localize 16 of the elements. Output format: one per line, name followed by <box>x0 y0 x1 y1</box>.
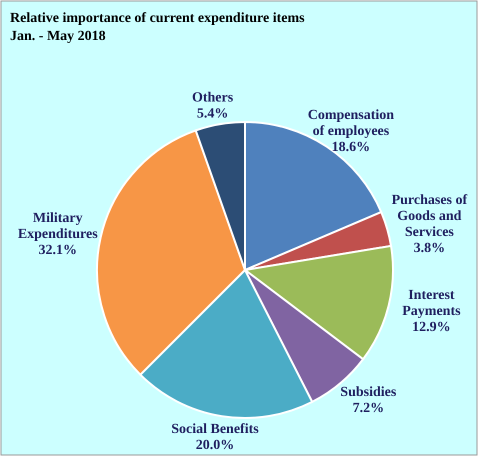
slice-label: Social Benefits <box>171 422 260 437</box>
data-label: 5.4% <box>196 106 228 122</box>
data-label: 7.2% <box>352 400 384 416</box>
chart-subtitle: Jan. - May 2018 <box>10 29 106 44</box>
slice-label: Military Expenditures <box>18 210 98 242</box>
data-label: 32.1% <box>38 242 78 258</box>
slice-label: Compensation of employees <box>308 108 394 139</box>
slice-label: Purchases of Goods and Services <box>392 193 468 240</box>
slice-label: Others <box>192 90 234 106</box>
slice-label: Interest Payments <box>402 288 462 320</box>
data-label: 20.0% <box>196 438 234 453</box>
data-label: 3.8% <box>414 241 446 256</box>
slice-label: Subsidies <box>340 384 397 400</box>
data-label: 18.6% <box>332 140 370 155</box>
data-label: 12.9% <box>412 320 451 336</box>
chart-title: Relative importance of current expenditure items <box>10 11 306 26</box>
